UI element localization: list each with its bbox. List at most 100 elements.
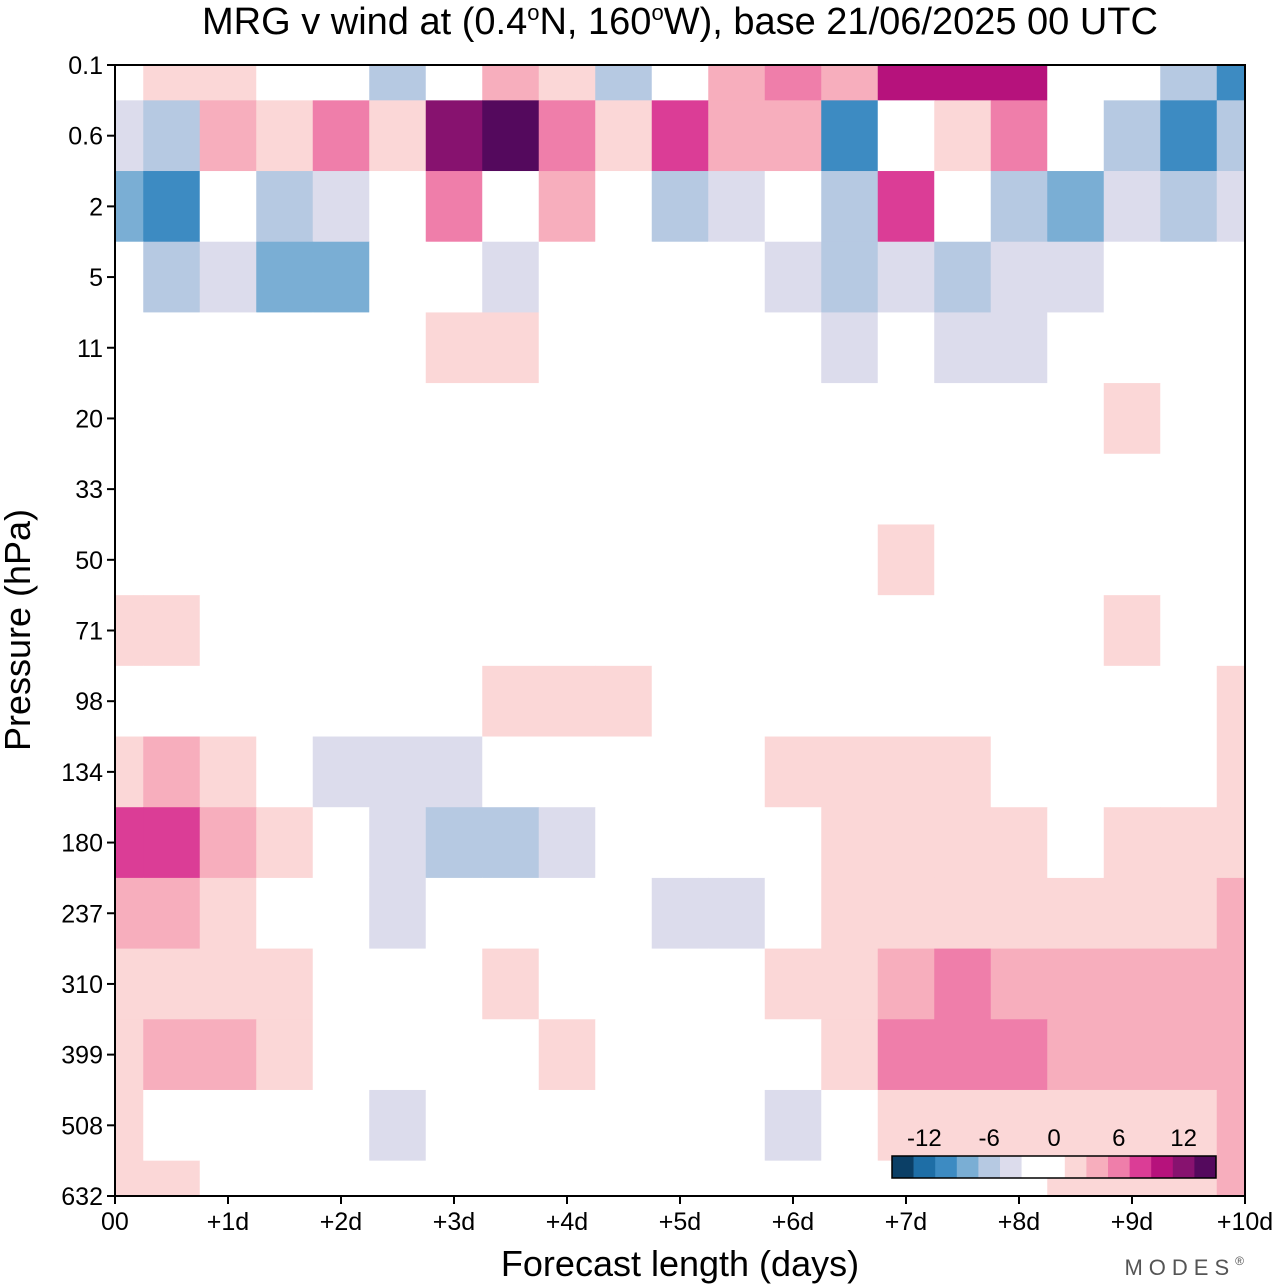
heatmap-cell: [425, 948, 483, 1020]
heatmap-cell: [425, 65, 483, 101]
heatmap-cell: [764, 736, 822, 808]
x-tick-label: +1d: [207, 1208, 249, 1236]
heatmap-cell: [143, 100, 201, 172]
heatmap-cell: [764, 171, 822, 243]
heatmap-cell: [312, 595, 370, 667]
heatmap-cell: [1216, 241, 1246, 313]
heatmap-cell: [708, 595, 766, 667]
heatmap-cell: [1047, 736, 1105, 808]
heatmap-cell: [934, 383, 992, 455]
heatmap-cell: [821, 1089, 879, 1162]
heatmap-cell: [595, 312, 653, 384]
colorbar-tick-label: 0: [1047, 1125, 1060, 1152]
colorbar-swatch: [1194, 1156, 1217, 1178]
heatmap-cell: [482, 877, 540, 950]
colorbar-swatch: [1021, 1156, 1044, 1178]
heatmap-cell: [595, 1089, 653, 1162]
heatmap-cell: [425, 524, 483, 596]
heatmap-cell: [1047, 1019, 1105, 1091]
heatmap-cell: [1047, 171, 1105, 243]
heatmap-cell: [538, 1160, 596, 1197]
colorbar-swatch: [1043, 1156, 1066, 1178]
x-tick-label: +6d: [772, 1208, 814, 1236]
heatmap-cell: [115, 736, 144, 808]
heatmap-cell: [1103, 312, 1161, 384]
y-tick-label: 5: [89, 264, 103, 292]
heatmap-cell: [256, 1019, 314, 1091]
heatmap-cell: [708, 1019, 766, 1091]
heatmap-cell: [651, 736, 709, 808]
heatmap-cell: [764, 807, 822, 879]
heatmap-cell: [934, 1089, 992, 1162]
heatmap-cell: [821, 100, 879, 172]
heatmap-cell: [143, 65, 201, 101]
heatmap-cell: [934, 453, 992, 525]
heatmap-cell: [595, 665, 653, 738]
heatmap-cell: [821, 877, 879, 950]
x-tick-label: +3d: [433, 1208, 475, 1236]
heatmap-cell: [877, 100, 935, 172]
heatmap-cell: [990, 453, 1048, 525]
heatmap-cell: [115, 65, 144, 101]
heatmap-cell: [1160, 665, 1218, 738]
heatmap-cell: [877, 736, 935, 808]
x-axis-title: Forecast length (days): [501, 1243, 859, 1284]
heatmap-cell: [199, 312, 257, 384]
y-tick-label: 20: [75, 405, 103, 433]
heatmap-cell: [821, 595, 879, 667]
heatmap-cell: [595, 100, 653, 172]
heatmap-cell: [256, 312, 314, 384]
heatmap-cell: [877, 1089, 935, 1162]
heatmap-cell: [256, 171, 314, 243]
heatmap-cell: [199, 665, 257, 738]
heatmap-cell: [538, 524, 596, 596]
heatmap-cell: [934, 736, 992, 808]
heatmap-cell: [115, 524, 144, 596]
heatmap-cell: [990, 100, 1048, 172]
heatmap-cell: [990, 807, 1048, 879]
heatmap-cell: [708, 383, 766, 455]
colorbar-swatch: [935, 1156, 958, 1178]
heatmap-cell: [115, 877, 144, 950]
heatmap-cell: [1216, 312, 1246, 384]
heatmap-cell: [877, 171, 935, 243]
heatmap-cell: [708, 65, 766, 101]
heatmap-cell: [482, 383, 540, 455]
heatmap-cell: [199, 877, 257, 950]
heatmap-cell: [1216, 65, 1246, 101]
heatmap-cell: [256, 948, 314, 1020]
heatmap-cell: [199, 453, 257, 525]
heatmap-cell: [143, 241, 201, 313]
heatmap-cell: [538, 948, 596, 1020]
heatmap-cell: [1103, 383, 1161, 455]
heatmap-cell: [256, 665, 314, 738]
colorbar-swatch: [913, 1156, 936, 1178]
heatmap-cell: [1160, 736, 1218, 808]
heatmap-cell: [821, 524, 879, 596]
heatmap-cell: [115, 1160, 144, 1197]
heatmap-cell: [764, 877, 822, 950]
heatmap-cell: [764, 948, 822, 1020]
heatmap-cell: [651, 807, 709, 879]
heatmap-cell: [369, 241, 427, 313]
y-axis: 0.1 0.6 2 5 11 20 33 50 71 98 134 180 237 310 399 508 63…: [61, 52, 115, 1211]
heatmap-cell: [256, 453, 314, 525]
y-tick-label: 33: [75, 476, 103, 504]
heatmap-cell: [1047, 453, 1105, 525]
heatmap-cell: [1216, 595, 1246, 667]
heatmap-cell: [143, 948, 201, 1020]
heatmap-cell: [369, 1089, 427, 1162]
heatmap-cell: [1103, 241, 1161, 313]
heatmap-cell: [1047, 241, 1105, 313]
heatmap-cell: [1216, 453, 1246, 525]
colorbar-swatch: [1086, 1156, 1109, 1178]
heatmap-cell: [990, 1019, 1048, 1091]
heatmap-cell: [990, 312, 1048, 384]
heatmap-cell: [312, 948, 370, 1020]
heatmap-cell: [1103, 877, 1161, 950]
heatmap-cell: [595, 877, 653, 950]
heatmap-cell: [256, 65, 314, 101]
colorbar-tick-label: -6: [979, 1125, 1000, 1152]
heatmap-cell: [990, 665, 1048, 738]
